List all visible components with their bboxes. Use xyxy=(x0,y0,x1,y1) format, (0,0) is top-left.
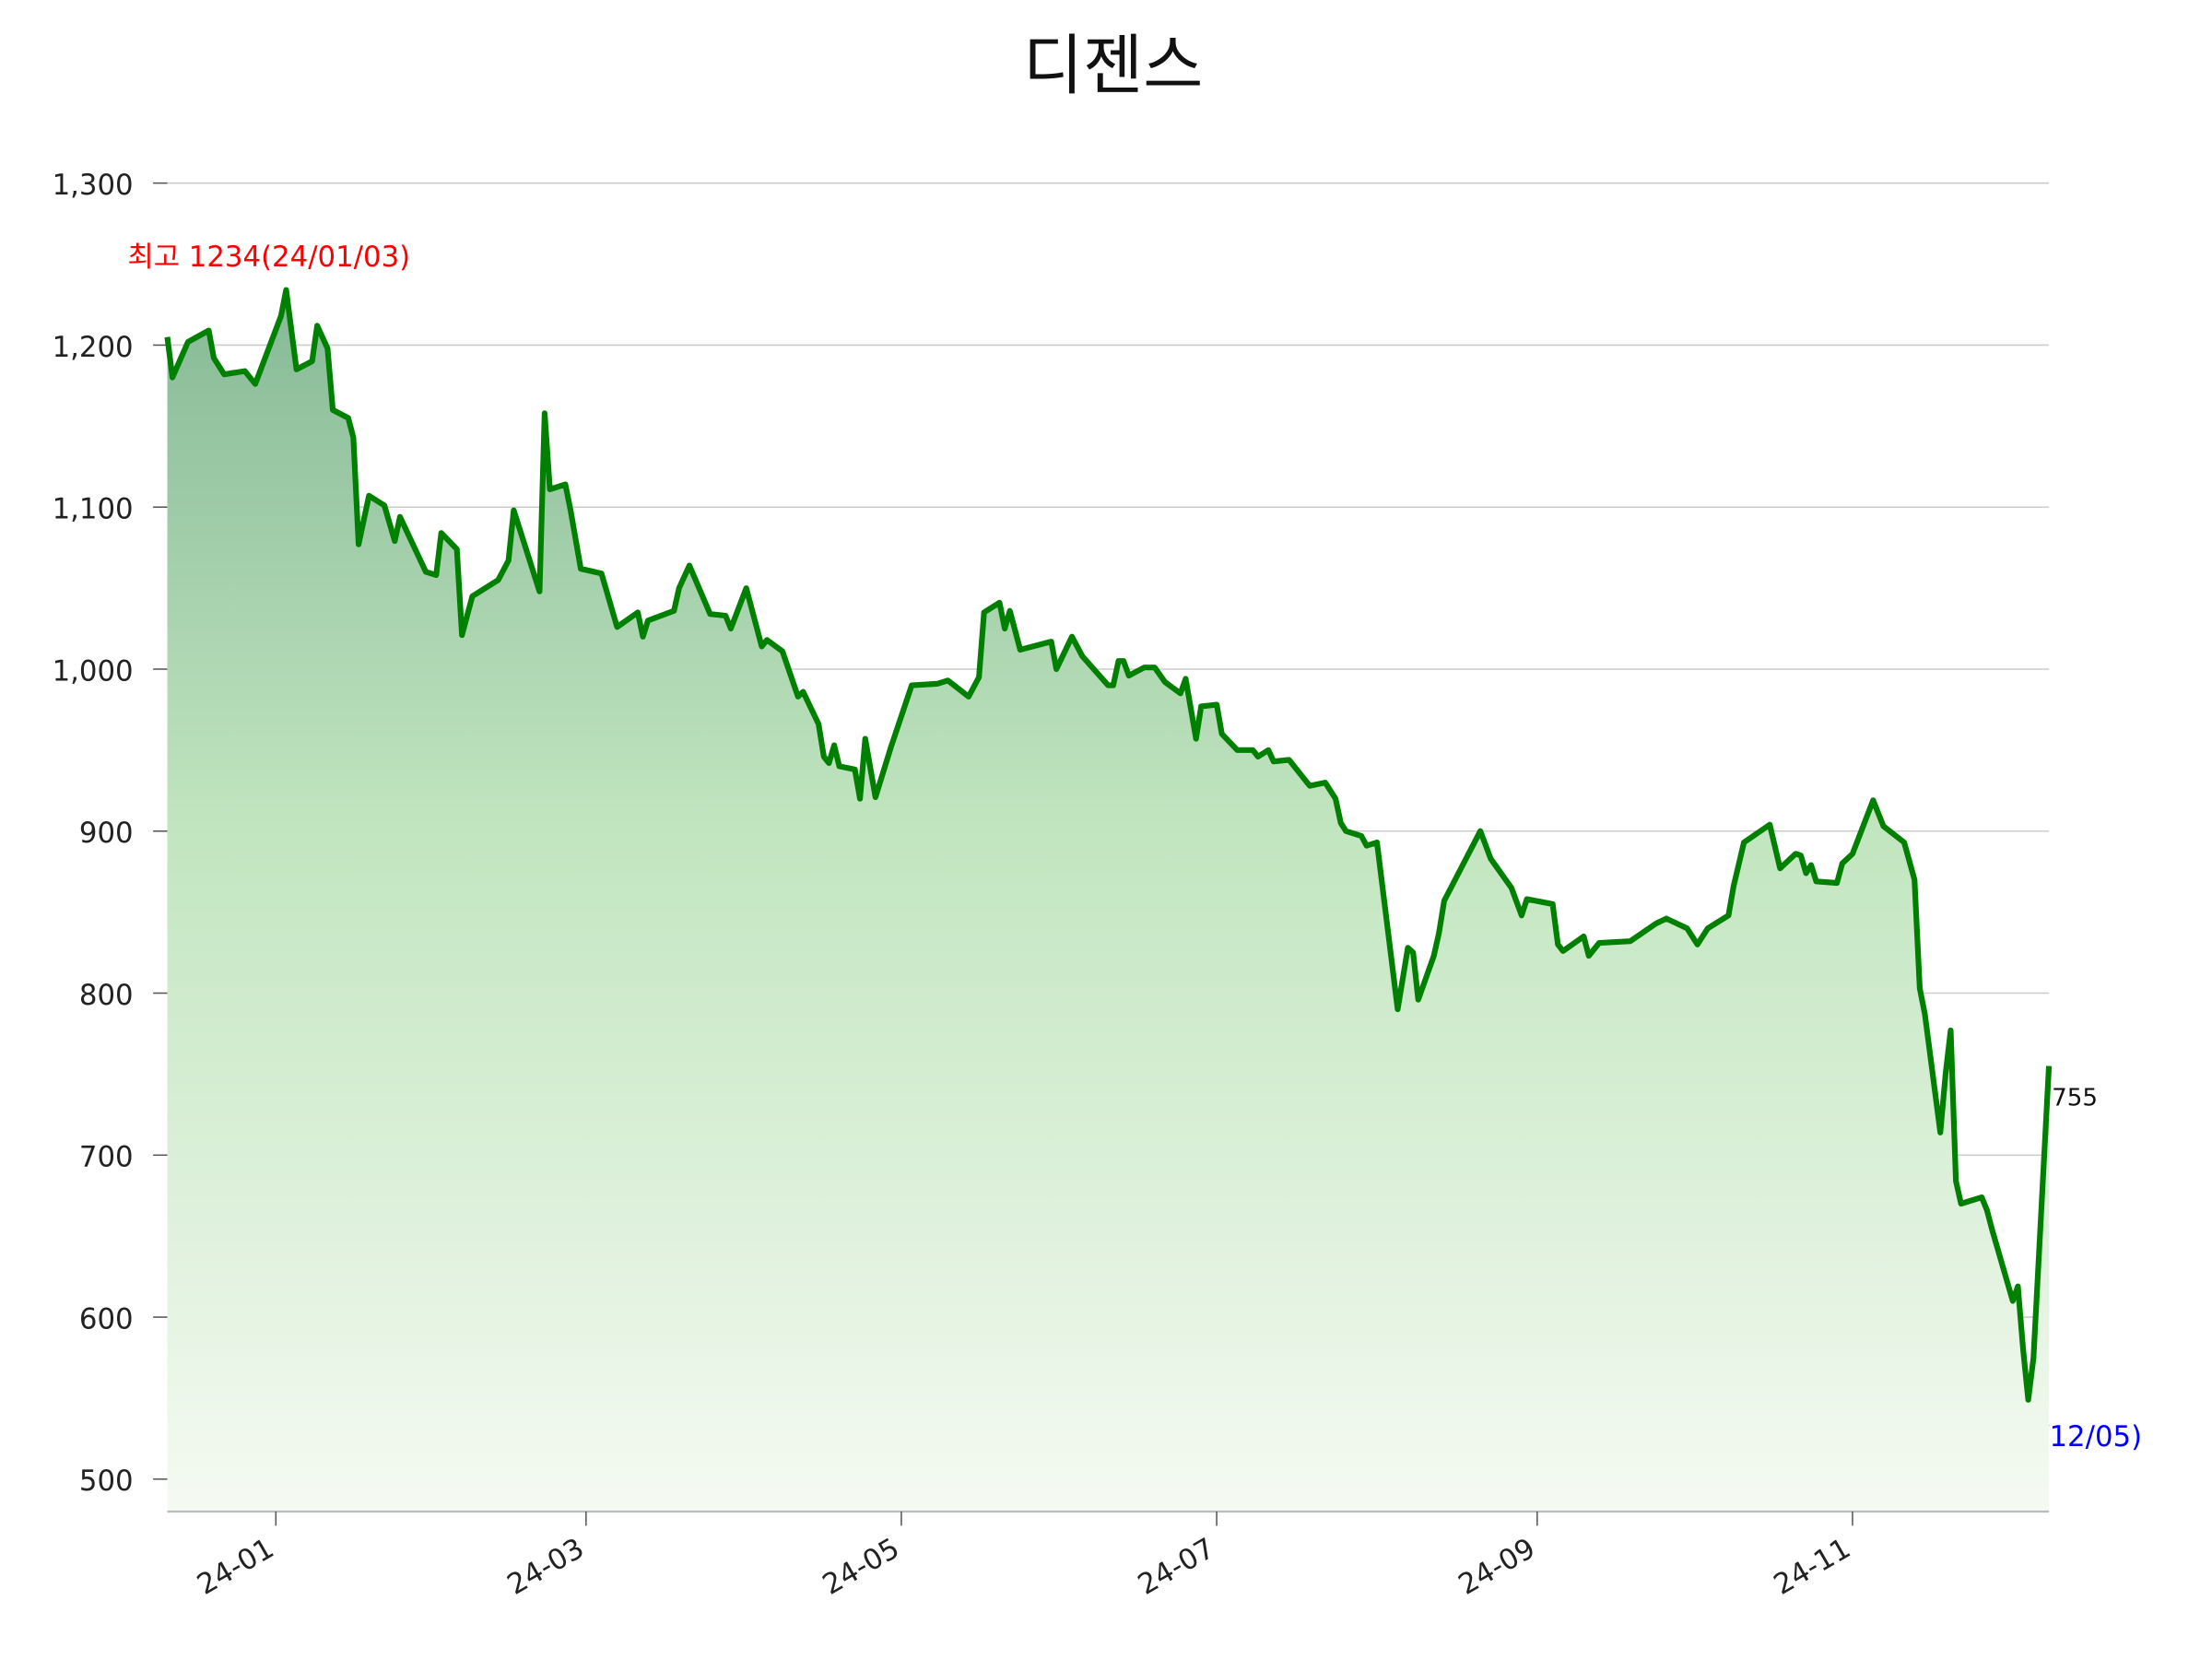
x-tick-label: 24-03 xyxy=(501,1532,589,1602)
y-tick-label: 1,300 xyxy=(53,169,134,202)
y-tick-label: 800 xyxy=(79,979,134,1012)
y-tick-label: 1,100 xyxy=(53,493,134,526)
y-tick-label: 900 xyxy=(79,817,134,850)
x-tick-label: 24-05 xyxy=(818,1532,905,1602)
x-tick-label: 24-01 xyxy=(192,1532,279,1602)
y-tick-label: 1,000 xyxy=(53,654,134,688)
max-annotation: 최고 1234(24/01/03) xyxy=(127,241,410,274)
last-value-label: 755 xyxy=(2052,1085,2098,1112)
x-tick-label: 24-09 xyxy=(1453,1532,1540,1602)
y-tick-label: 700 xyxy=(79,1141,134,1174)
area xyxy=(167,289,2050,1512)
chart-title: 디젠스 xyxy=(1023,27,1203,103)
y-tick-label: 600 xyxy=(79,1302,134,1335)
line xyxy=(164,287,2053,1403)
x-tick-label: 24-07 xyxy=(1133,1532,1220,1602)
x-tick-label: 24-11 xyxy=(1769,1532,1856,1602)
y-tick-label: 500 xyxy=(79,1465,134,1498)
y-tick-label: 1,200 xyxy=(53,331,134,364)
